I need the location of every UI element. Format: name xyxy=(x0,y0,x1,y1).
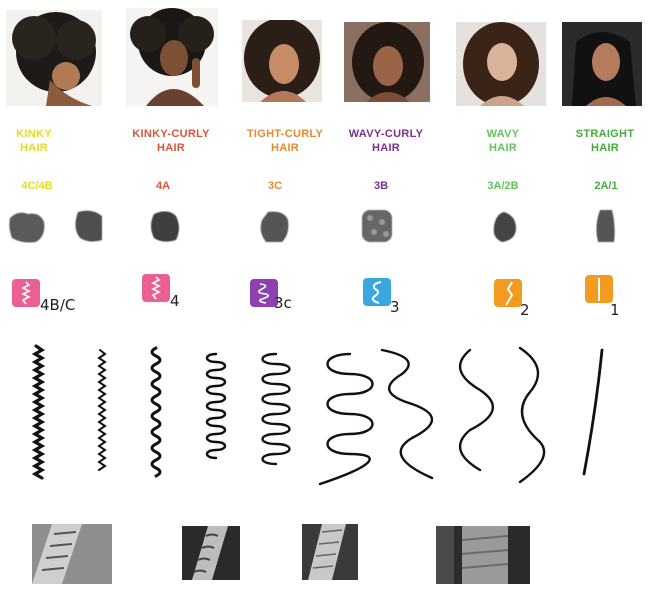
label-wavy-line2: HAIR xyxy=(488,142,518,154)
label-tight-curly-line1: TIGHT-CURLY xyxy=(246,128,324,140)
label-kinky-line2: HAIR xyxy=(19,142,49,154)
strand-wavy-curly xyxy=(380,348,434,480)
texture-swatch-2a xyxy=(596,210,615,242)
strand-curly-loose xyxy=(318,352,374,486)
badge-3c-label: 3c xyxy=(274,294,292,312)
badge-4-label: 4 xyxy=(170,292,180,310)
label-wavy-line1: WAVY xyxy=(486,128,520,140)
strand-kinky-fine xyxy=(97,349,107,471)
label-straight-hair: STRAIGHT HAIR xyxy=(570,127,640,155)
label-wavy-curly-line1: WAVY-CURLY xyxy=(348,128,424,140)
micrograph-straight-image xyxy=(436,526,530,584)
micrograph-wavy xyxy=(302,524,358,580)
label-wavy-curly-line2: HAIR xyxy=(371,142,401,154)
texture-swatch-3b xyxy=(362,210,392,242)
badge-3 xyxy=(363,278,391,306)
texture-swatch-3c xyxy=(260,211,289,242)
strand-wavy-2 xyxy=(518,346,546,484)
code-kinky: 4C/4B xyxy=(21,180,53,192)
strand-tight-curly xyxy=(261,352,291,466)
strand-kinky-curly xyxy=(150,346,162,478)
badge-4bc-label: 4B/C xyxy=(40,296,76,314)
label-kinky-hair: KINKY HAIR xyxy=(10,127,58,155)
badge-2 xyxy=(494,279,522,307)
code-straight: 2A/1 xyxy=(594,180,618,192)
micrograph-kinky-image xyxy=(32,524,112,584)
photo-straight-hair xyxy=(562,22,642,106)
code-wavy: 3A/2B xyxy=(487,180,519,192)
code-wavy-curly: 3B xyxy=(373,180,389,192)
label-tight-curly-line2: HAIR xyxy=(270,142,300,154)
badge-1-label: 1 xyxy=(610,301,620,319)
texture-swatch-4b xyxy=(75,210,102,242)
spiral-icon xyxy=(258,283,270,304)
texture-swatch-3a xyxy=(493,212,516,242)
label-kinky-curly-hair: KINKY-CURLY HAIR xyxy=(126,127,216,155)
photo-wavy-hair xyxy=(456,22,546,106)
badge-4 xyxy=(142,274,170,302)
texture-swatch-4a xyxy=(151,211,179,242)
micrograph-kinky xyxy=(32,524,112,584)
strand-wavy-1 xyxy=(458,348,495,472)
straight-strand-icon xyxy=(598,278,600,301)
badge-4bc xyxy=(12,279,40,307)
s-curl-icon xyxy=(371,281,382,304)
label-kinky-curly-line2: HAIR xyxy=(156,142,186,154)
kinky-wave-icon xyxy=(151,276,161,300)
strand-diagram xyxy=(31,344,604,486)
photo-wavy-curly-hair xyxy=(344,22,430,102)
label-straight-line1: STRAIGHT xyxy=(575,128,635,140)
label-kinky-line1: KINKY xyxy=(16,128,52,140)
strand-straight xyxy=(582,348,604,476)
photo-kinky-hair xyxy=(6,10,102,106)
portrait-tight-curly-image xyxy=(242,20,322,102)
micrograph-curly xyxy=(182,526,240,580)
bent-strand-icon xyxy=(505,281,514,306)
badge-3c xyxy=(250,279,278,307)
micrograph-straight xyxy=(436,526,530,584)
photo-kinky-curly-hair xyxy=(126,8,218,106)
code-kinky-curly: 4A xyxy=(155,180,171,192)
strand-coily xyxy=(205,352,227,460)
label-tight-curly-hair: TIGHT-CURLY HAIR xyxy=(240,127,330,155)
label-kinky-curly-line1: KINKY-CURLY xyxy=(132,128,210,140)
portrait-straight-image xyxy=(562,22,642,106)
texture-swatch-4c xyxy=(9,212,45,243)
label-wavy-hair: WAVY HAIR xyxy=(478,127,528,155)
badge-2-label: 2 xyxy=(520,301,530,319)
portrait-kinky-image xyxy=(6,10,102,106)
portrait-wavy-curly-image xyxy=(344,22,430,102)
portrait-wavy-image xyxy=(456,22,546,106)
micrograph-curly-image xyxy=(182,526,240,580)
portrait-kinky-curly-image xyxy=(126,8,218,106)
badge-1 xyxy=(585,275,613,303)
code-tight-curly: 3C xyxy=(267,180,283,192)
label-wavy-curly-hair: WAVY-CURLY HAIR xyxy=(343,127,429,155)
micrograph-wavy-image xyxy=(302,524,358,580)
label-straight-line2: HAIR xyxy=(590,142,620,154)
badge-3-label: 3 xyxy=(390,298,400,316)
photo-tight-curly-hair xyxy=(242,20,322,102)
kinky-wave-icon xyxy=(21,281,31,305)
strand-kinky-dense xyxy=(31,344,46,480)
